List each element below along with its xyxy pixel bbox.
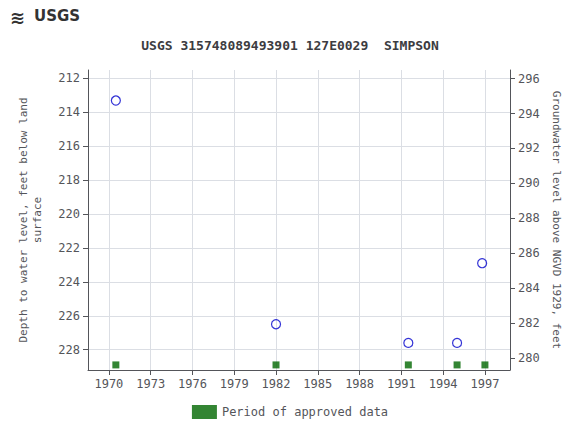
svg-text:224: 224 — [58, 275, 80, 289]
svg-text:Depth to water level, feet bel: Depth to water level, feet below land — [17, 97, 30, 342]
svg-text:1979: 1979 — [220, 377, 249, 391]
svg-text:≋: ≋ — [10, 7, 25, 28]
svg-text:1991: 1991 — [387, 377, 416, 391]
svg-text:286: 286 — [518, 246, 540, 260]
svg-text:USGS: USGS — [34, 7, 80, 25]
svg-text:222: 222 — [58, 241, 80, 255]
svg-text:294: 294 — [518, 107, 540, 121]
svg-text:290: 290 — [518, 176, 540, 190]
svg-text:1988: 1988 — [345, 377, 374, 391]
svg-text:296: 296 — [518, 72, 540, 86]
svg-text:220: 220 — [58, 207, 80, 221]
svg-text:282: 282 — [518, 316, 540, 330]
svg-text:288: 288 — [518, 211, 540, 225]
svg-text:USGS 315748089493901 127E0029: USGS 315748089493901 127E0029 SIMPSON — [141, 38, 439, 53]
svg-text:1976: 1976 — [178, 377, 207, 391]
svg-text:1982: 1982 — [262, 377, 291, 391]
svg-text:292: 292 — [518, 141, 540, 155]
svg-text:212: 212 — [58, 71, 80, 85]
svg-text:1970: 1970 — [94, 377, 123, 391]
svg-text:214: 214 — [58, 105, 80, 119]
svg-text:Period of approved data: Period of approved data — [222, 405, 388, 419]
svg-text:surface: surface — [31, 197, 44, 243]
svg-text:218: 218 — [58, 173, 80, 187]
svg-text:280: 280 — [518, 351, 540, 365]
svg-text:1994: 1994 — [429, 377, 458, 391]
svg-text:216: 216 — [58, 139, 80, 153]
svg-text:284: 284 — [518, 281, 540, 295]
svg-text:228: 228 — [58, 343, 80, 357]
svg-text:1985: 1985 — [303, 377, 332, 391]
svg-text:Groundwater level above NGVD 1: Groundwater level above NGVD 1929, feet — [550, 91, 563, 349]
svg-text:226: 226 — [58, 309, 80, 323]
svg-text:1997: 1997 — [470, 377, 499, 391]
svg-text:1973: 1973 — [136, 377, 165, 391]
